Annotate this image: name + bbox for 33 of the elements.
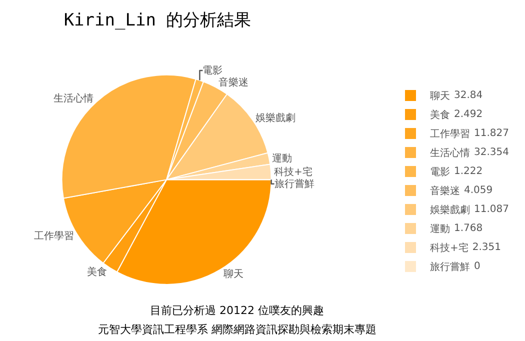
- data-label: 32.84: [454, 90, 483, 101]
- slice-label: 電影: [202, 64, 223, 76]
- legend-label: 電影: [430, 166, 450, 178]
- legend-label: 美食: [430, 108, 450, 122]
- text: 0: [474, 261, 480, 272]
- slice-label: 工作學習: [34, 230, 74, 242]
- legend-label: 聊天: [430, 90, 450, 102]
- data-label: 11.827: [474, 128, 509, 139]
- legend-label: 運動: [430, 222, 450, 236]
- slice-label: 美食: [86, 266, 107, 278]
- legend-label: 科技+宅: [430, 242, 468, 254]
- data-label: 1.222: [454, 166, 483, 177]
- legend-label: 旅行嘗鮮: [430, 260, 470, 274]
- data-label: 1.768: [454, 223, 483, 234]
- slice-label: 娛樂戲劇: [256, 112, 296, 124]
- slice-label: 音樂迷: [218, 76, 249, 88]
- slice-label: 運動: [272, 152, 292, 164]
- slice-label: 科技+宅: [274, 166, 312, 178]
- slice-label: 生活心情: [53, 92, 94, 104]
- chart-title: Kirin_Lin 的分析結果: [64, 10, 252, 31]
- category-label: 旅行嘗鮮: [274, 178, 314, 190]
- data-label: 4.059: [464, 185, 493, 196]
- text: 元智大學資訊工程學系 網際網路資訊探勘與檢索期末專題: [98, 323, 376, 336]
- legend-label: 工作學習: [430, 128, 470, 140]
- data-label: 2.351: [472, 242, 502, 253]
- legend-label: 娛樂戲劇: [430, 204, 470, 216]
- text: 目前已分析過 20122 位噗友的興趣: [150, 304, 324, 317]
- legend-label: 音樂迷: [430, 184, 460, 198]
- data-label: 32.354: [474, 147, 509, 158]
- legend-label: 生活心情: [430, 146, 470, 160]
- data-label: 2.492: [454, 109, 483, 120]
- data-label: 11.087: [474, 204, 509, 215]
- slice-label: 聊天: [223, 268, 244, 280]
